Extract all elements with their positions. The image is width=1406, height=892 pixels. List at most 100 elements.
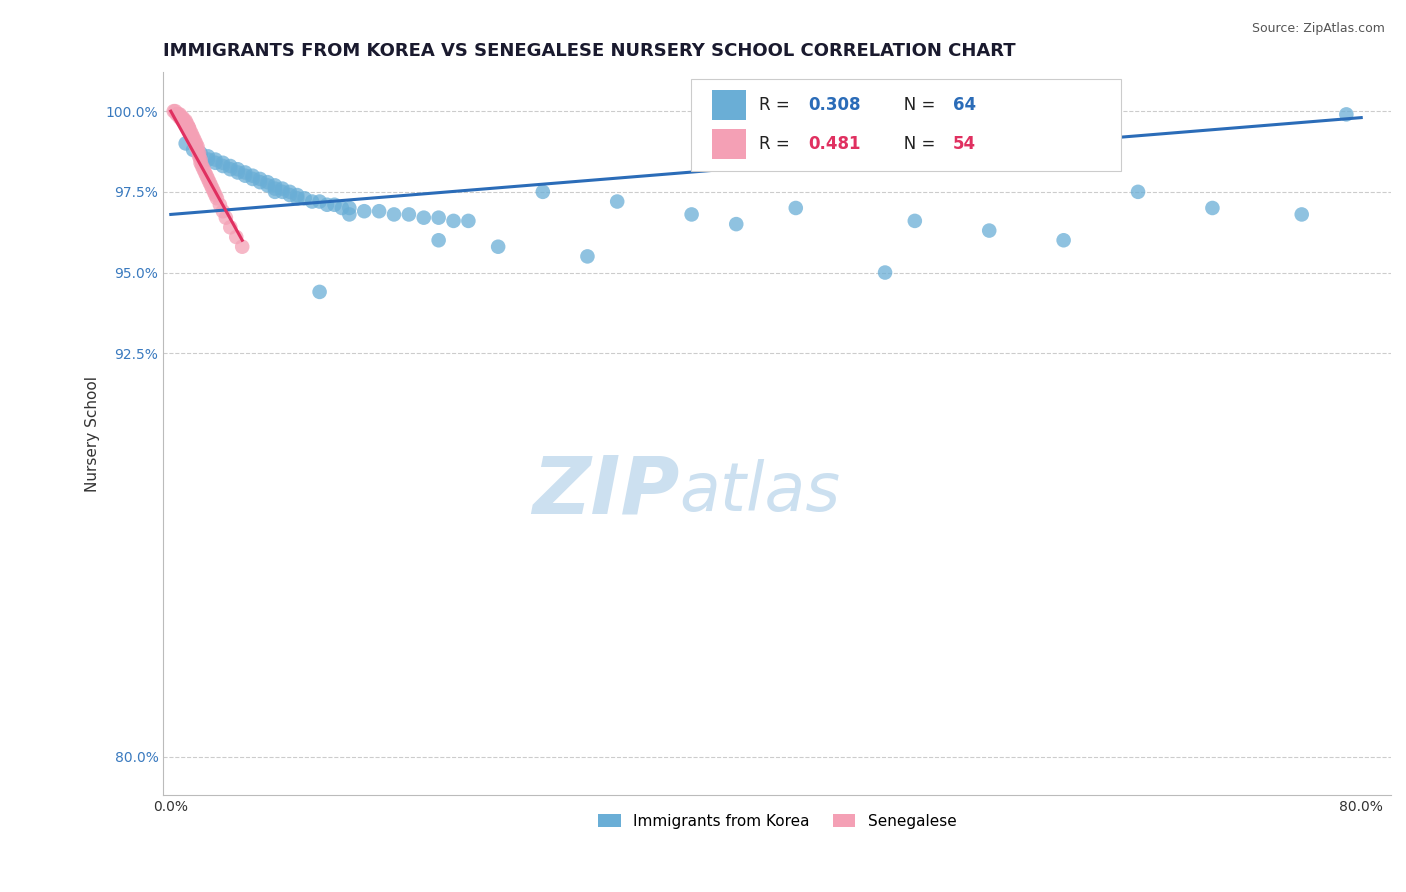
Point: [323, 198, 346, 212]
Point: [208, 198, 231, 212]
Point: [249, 172, 271, 186]
Point: [219, 220, 242, 235]
Point: [308, 285, 330, 299]
Point: [256, 178, 278, 193]
Point: [166, 107, 188, 121]
Point: [242, 172, 264, 186]
Point: [204, 156, 226, 170]
Point: [194, 165, 217, 179]
Point: [226, 162, 249, 177]
FancyBboxPatch shape: [692, 78, 1121, 171]
Text: atlas: atlas: [679, 458, 839, 524]
Point: [212, 156, 235, 170]
Point: [233, 165, 256, 179]
Point: [177, 120, 200, 135]
Point: [172, 111, 194, 125]
Point: [382, 207, 405, 221]
Point: [184, 136, 207, 151]
Text: Source: ZipAtlas.com: Source: ZipAtlas.com: [1251, 22, 1385, 36]
Point: [181, 133, 204, 147]
Text: N =: N =: [887, 135, 941, 153]
Point: [169, 107, 191, 121]
Point: [873, 266, 896, 280]
Point: [201, 181, 224, 195]
Point: [278, 188, 301, 202]
Point: [169, 111, 191, 125]
Point: [242, 169, 264, 183]
Text: 0.308: 0.308: [808, 95, 860, 113]
Point: [193, 162, 215, 177]
Point: [294, 191, 316, 205]
Point: [249, 175, 271, 189]
Text: 0.481: 0.481: [808, 135, 860, 153]
Point: [531, 185, 554, 199]
Point: [167, 107, 190, 121]
Point: [904, 214, 927, 228]
Point: [1052, 233, 1074, 247]
Legend: Immigrants from Korea, Senegalese: Immigrants from Korea, Senegalese: [592, 807, 963, 835]
Point: [197, 149, 219, 163]
Point: [264, 178, 287, 193]
Text: ZIP: ZIP: [531, 453, 679, 531]
Point: [183, 136, 205, 151]
Point: [427, 211, 450, 225]
Point: [198, 175, 221, 189]
Point: [337, 207, 360, 221]
Point: [177, 120, 200, 135]
Point: [330, 201, 353, 215]
Point: [353, 204, 375, 219]
Point: [576, 249, 599, 263]
Text: IMMIGRANTS FROM KOREA VS SENEGALESE NURSERY SCHOOL CORRELATION CHART: IMMIGRANTS FROM KOREA VS SENEGALESE NURS…: [163, 42, 1017, 60]
Point: [190, 156, 212, 170]
Point: [215, 211, 238, 225]
Point: [177, 123, 200, 137]
Point: [606, 194, 628, 209]
Point: [173, 113, 195, 128]
Point: [316, 198, 339, 212]
Point: [368, 204, 391, 219]
Text: N =: N =: [887, 95, 941, 113]
Point: [271, 181, 294, 195]
Point: [1201, 201, 1223, 215]
Point: [427, 233, 450, 247]
Point: [181, 130, 204, 145]
Point: [457, 214, 479, 228]
Point: [174, 136, 197, 151]
Y-axis label: Nursery School: Nursery School: [86, 376, 100, 491]
Point: [191, 159, 214, 173]
Point: [264, 185, 287, 199]
Point: [204, 188, 226, 202]
Point: [308, 194, 330, 209]
Text: 64: 64: [953, 95, 976, 113]
Point: [190, 153, 212, 167]
Point: [170, 111, 193, 125]
Point: [180, 127, 202, 141]
Point: [167, 107, 190, 121]
Point: [219, 159, 242, 173]
Point: [225, 230, 247, 244]
Point: [187, 139, 209, 153]
Point: [1126, 185, 1149, 199]
Point: [785, 201, 807, 215]
Point: [443, 214, 465, 228]
Point: [190, 146, 212, 161]
Point: [212, 204, 235, 219]
Point: [179, 123, 201, 137]
Point: [184, 139, 207, 153]
Text: R =: R =: [759, 135, 794, 153]
Point: [179, 127, 201, 141]
Point: [337, 201, 360, 215]
Point: [725, 217, 748, 231]
Point: [200, 178, 222, 193]
Point: [183, 133, 205, 147]
Point: [256, 175, 278, 189]
Point: [1291, 207, 1313, 221]
Point: [1336, 107, 1358, 121]
Text: R =: R =: [759, 95, 794, 113]
Point: [205, 191, 228, 205]
Point: [301, 194, 323, 209]
Point: [174, 113, 197, 128]
Point: [187, 143, 209, 157]
Point: [233, 169, 256, 183]
Bar: [711, 128, 747, 159]
